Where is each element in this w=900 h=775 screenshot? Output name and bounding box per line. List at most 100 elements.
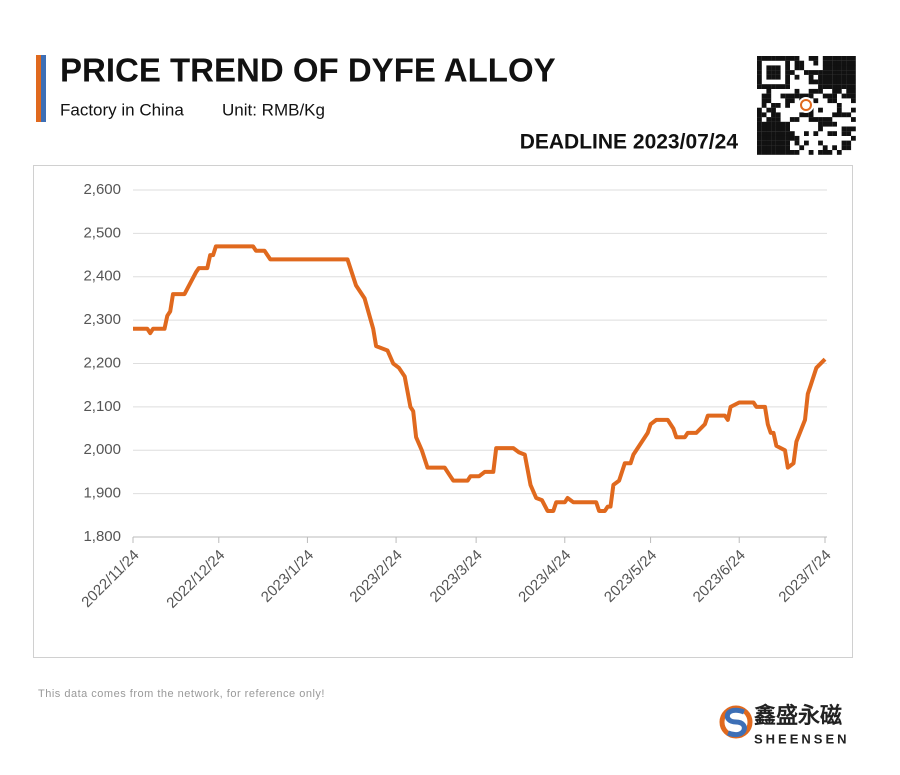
- qr-cell: [785, 84, 790, 89]
- qr-cell: [808, 93, 814, 99]
- qr-cell: [757, 145, 762, 151]
- qr-cell: [841, 140, 847, 146]
- qr-cell: [818, 84, 823, 89]
- qr-cell: [846, 140, 852, 146]
- qr-cell: [841, 126, 847, 132]
- qr-cell: [771, 145, 776, 151]
- qr-cell: [808, 117, 814, 122]
- qr-cell: [757, 131, 762, 136]
- qr-cell: [761, 150, 767, 155]
- y-tick-label: 2,500: [83, 224, 121, 241]
- qr-cell: [766, 145, 772, 151]
- qr-cell: [832, 98, 837, 104]
- qr-cell: [818, 126, 823, 132]
- title: PRICE TREND OF DYFE ALLOY: [60, 52, 556, 89]
- qr-cell: [771, 65, 776, 71]
- qr-cell: [822, 121, 828, 127]
- qr-cell: [789, 70, 795, 75]
- qr-cell: [813, 70, 819, 75]
- qr-cell: [785, 79, 790, 85]
- qr-cell: [761, 140, 767, 146]
- qr-cell: [832, 65, 837, 71]
- qr-cell: [771, 107, 776, 113]
- qr-cell: [841, 79, 847, 85]
- qr-cell: [785, 74, 790, 80]
- qr-cell: [836, 74, 842, 80]
- qr-cell: [846, 112, 852, 118]
- qr-cell: [851, 93, 856, 99]
- qr-cell: [785, 60, 790, 66]
- qr-cell: [757, 150, 762, 155]
- qr-cell: [775, 140, 781, 146]
- logo: [724, 707, 747, 738]
- qr-cell: [832, 60, 837, 66]
- qr-cell: [761, 126, 767, 132]
- title-stripe: [36, 55, 41, 122]
- qr-cell: [846, 93, 852, 99]
- qr-cell: [841, 56, 847, 61]
- qr-cell: [827, 117, 833, 122]
- qr-cell: [771, 112, 776, 118]
- qr-cell: [775, 70, 781, 75]
- qr-cell: [822, 65, 828, 71]
- qr-cell: [832, 145, 837, 151]
- qr-cell: [771, 135, 776, 141]
- qr-cell: [822, 117, 828, 122]
- qr-cell: [851, 70, 856, 75]
- qr-cell: [775, 117, 781, 122]
- qr-cell: [757, 112, 762, 118]
- y-tick-label: 1,800: [83, 528, 121, 545]
- qr-cell: [808, 70, 814, 75]
- qr-cell: [766, 131, 772, 136]
- qr-cell: [827, 65, 833, 71]
- qr-cell: [841, 65, 847, 71]
- deadline: DEADLINE 2023/07/24: [520, 131, 739, 154]
- qr-cell: [851, 74, 856, 80]
- qr-cell: [836, 60, 842, 66]
- qr-cell: [766, 93, 772, 99]
- qr-cell: [804, 140, 809, 146]
- qr-cell: [836, 88, 842, 94]
- y-tick-label: 2,400: [83, 268, 121, 285]
- qr-cell: [785, 140, 790, 146]
- qr-cell: [775, 150, 781, 155]
- title-stripe: [41, 55, 46, 122]
- qr-cell: [761, 112, 767, 118]
- qr-cell: [846, 70, 852, 75]
- qr-cell: [775, 74, 781, 80]
- price-line: [133, 244, 827, 513]
- qr-cell: [775, 121, 781, 127]
- qr-cell: [813, 56, 819, 61]
- qr-cell: [794, 117, 800, 122]
- qr-cell: [794, 93, 800, 99]
- qr-cell: [799, 112, 805, 118]
- qr-cell: [832, 70, 837, 75]
- qr-cell: [789, 135, 795, 141]
- qr-cell: [794, 56, 800, 61]
- qr-cell: [822, 79, 828, 85]
- qr-cell: [827, 60, 833, 66]
- subtitle: Factory in China: [60, 100, 184, 119]
- qr-cell: [827, 121, 833, 127]
- qr-cell: [757, 74, 762, 80]
- qr-cell: [780, 131, 786, 136]
- qr-cell: [832, 121, 837, 127]
- qr-cell: [827, 131, 833, 136]
- qr-cell: [761, 121, 767, 127]
- qr-cell: [818, 140, 823, 146]
- qr-cell: [836, 65, 842, 71]
- qr-cell: [841, 60, 847, 66]
- qr-cell: [766, 70, 772, 75]
- qr-cell: [832, 88, 837, 94]
- qr-cell: [836, 84, 842, 89]
- qr-cell: [771, 121, 776, 127]
- qr-cell: [780, 93, 786, 99]
- qr-cell: [757, 140, 762, 146]
- qr-cell: [785, 65, 790, 71]
- qr-cell: [832, 74, 837, 80]
- qr-cell: [757, 107, 762, 113]
- qr-cell: [799, 93, 805, 99]
- qr-cell: [841, 145, 847, 151]
- qr-cell: [836, 112, 842, 118]
